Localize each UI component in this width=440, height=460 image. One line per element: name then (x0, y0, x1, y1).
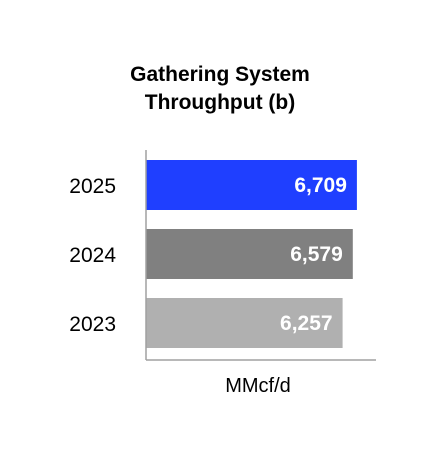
category-label-2024: 2024 (69, 244, 116, 267)
value-label-2025: 6,709 (294, 174, 347, 197)
chart-title-line-1: Gathering System (130, 63, 310, 86)
value-label-2023: 6,257 (280, 312, 333, 335)
category-label-2023: 2023 (69, 313, 116, 336)
x-axis-title: MMcf/d (225, 375, 291, 397)
category-label-2025: 2025 (69, 175, 116, 198)
bar-2023 (146, 298, 343, 348)
bar-2025 (146, 160, 357, 210)
chart-title-line-2: Throughput (b) (145, 91, 295, 114)
bars-group: 6,709 2025 6,579 2024 6,257 2023 (69, 160, 357, 348)
bar-2024 (146, 229, 353, 279)
value-label-2024: 6,579 (290, 243, 343, 266)
